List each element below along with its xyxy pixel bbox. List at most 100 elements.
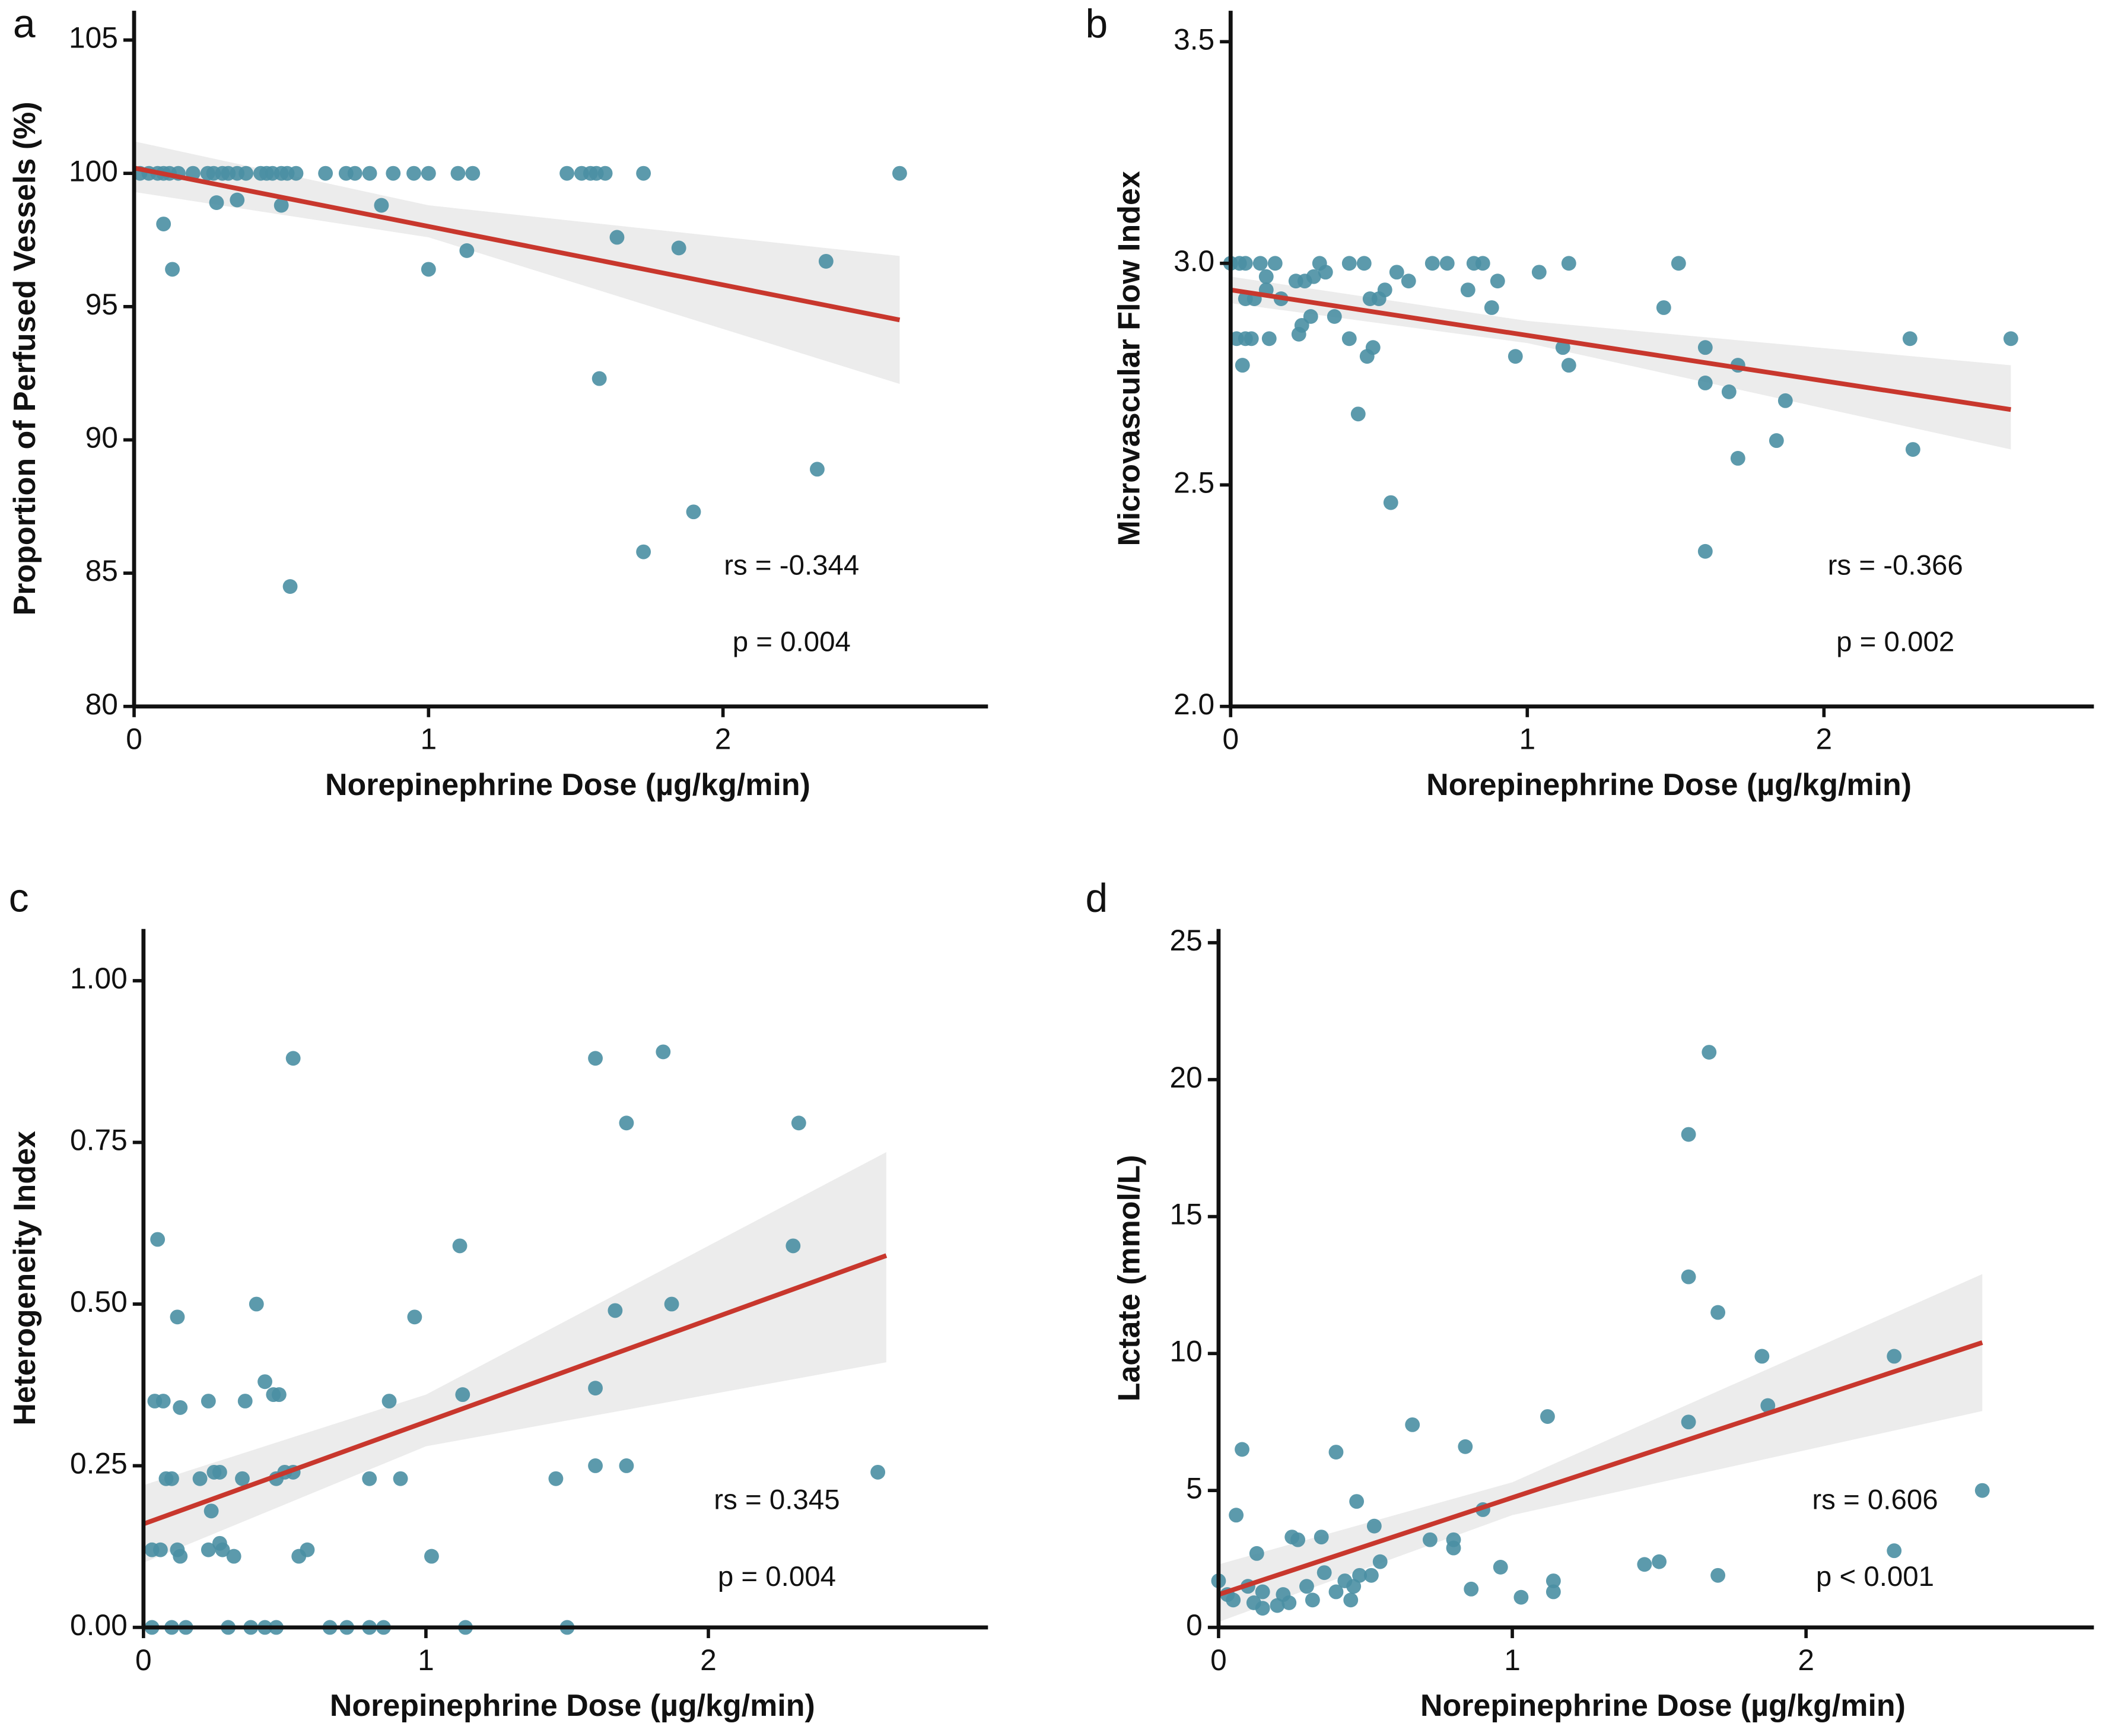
data-point	[288, 166, 304, 181]
data-point	[1341, 331, 1357, 346]
data-point	[1366, 1518, 1382, 1534]
y-tick-label: 90	[85, 421, 118, 454]
annotation: p = 0.004	[733, 627, 851, 658]
panel-letter: a	[13, 2, 36, 46]
annotation: rs = -0.366	[1828, 550, 1963, 581]
y-tick-label: 20	[1170, 1061, 1203, 1094]
x-axis-title: Norepinephrine Dose (µg/kg/min)	[1420, 1689, 1906, 1723]
data-point	[636, 544, 651, 559]
y-axis-title: Lactate (mmol/L)	[1112, 1155, 1147, 1402]
data-point	[165, 262, 180, 277]
data-point	[559, 166, 575, 181]
data-point	[1475, 256, 1490, 271]
data-point	[421, 166, 436, 181]
data-point	[1389, 265, 1404, 280]
data-point	[393, 1471, 408, 1486]
data-point	[1235, 358, 1250, 373]
data-point	[1341, 256, 1357, 271]
x-tick-label: 2	[715, 723, 732, 756]
data-point	[1270, 1598, 1285, 1613]
data-point	[636, 166, 651, 181]
data-point	[173, 1400, 188, 1415]
data-point	[664, 1296, 679, 1312]
data-point	[1352, 1568, 1368, 1583]
data-point	[656, 1044, 671, 1060]
data-point	[150, 1232, 166, 1247]
data-point	[450, 166, 466, 181]
data-point	[1383, 495, 1398, 510]
panel-letter: b	[1085, 2, 1108, 46]
data-point	[786, 1238, 801, 1254]
data-point	[1255, 1601, 1270, 1616]
data-point	[1318, 265, 1333, 280]
data-point	[381, 1394, 397, 1408]
data-point	[1255, 1584, 1270, 1600]
y-tick-label: 3.5	[1174, 23, 1214, 56]
data-point	[1316, 1565, 1332, 1581]
data-point	[1702, 1045, 1717, 1060]
y-tick-label: 85	[85, 554, 118, 587]
data-point	[1314, 1530, 1329, 1545]
y-tick-label: 1.00	[70, 962, 128, 995]
data-point	[230, 192, 245, 208]
data-point	[173, 1549, 188, 1564]
data-point	[1887, 1543, 1902, 1559]
data-point	[465, 166, 481, 181]
data-point	[818, 253, 834, 269]
data-point	[1710, 1305, 1726, 1320]
data-point	[1267, 256, 1283, 271]
data-point	[588, 1051, 603, 1066]
data-point	[1760, 1398, 1776, 1413]
regression-line	[142, 1253, 888, 1527]
data-point	[1464, 1581, 1479, 1597]
data-point	[452, 1238, 468, 1254]
data-point	[152, 1542, 168, 1557]
data-point	[362, 1471, 377, 1486]
data-point	[212, 1464, 227, 1480]
data-point	[1328, 1584, 1344, 1600]
data-point	[300, 1542, 315, 1557]
data-point	[1446, 1540, 1461, 1556]
data-point	[421, 262, 436, 277]
data-point	[791, 1115, 806, 1131]
data-point	[209, 195, 224, 210]
data-point	[1226, 1592, 1241, 1608]
data-point	[170, 1309, 185, 1325]
data-point	[1356, 256, 1372, 271]
data-point	[1346, 1579, 1362, 1594]
regression-line	[133, 166, 901, 323]
panel-letter: d	[1085, 876, 1108, 920]
x-tick-label: 2	[700, 1643, 717, 1677]
data-point	[1261, 331, 1277, 346]
data-point	[1656, 300, 1671, 315]
data-point	[1561, 358, 1576, 373]
data-point	[1905, 442, 1920, 457]
data-point	[1281, 1595, 1297, 1610]
data-point	[249, 1296, 264, 1312]
data-point	[1258, 269, 1274, 284]
data-point	[455, 1387, 470, 1403]
data-point	[870, 1464, 886, 1480]
data-point	[1299, 1579, 1314, 1594]
data-point	[1769, 433, 1784, 449]
data-point	[155, 1394, 171, 1408]
data-point	[1372, 1554, 1388, 1569]
data-point	[459, 243, 475, 258]
x-axis-title: Norepinephrine Dose (µg/kg/min)	[1426, 768, 1912, 802]
data-point	[1377, 282, 1392, 298]
data-point	[156, 217, 171, 231]
data-point	[1513, 1589, 1529, 1605]
data-point	[406, 166, 421, 181]
data-point	[597, 166, 613, 181]
y-axis-title: Proportion of Perfused Vessels (%)	[8, 101, 42, 615]
data-point	[362, 166, 377, 181]
data-point	[1439, 256, 1455, 271]
y-tick-label: 0.00	[70, 1608, 128, 1642]
data-point	[2003, 331, 2018, 346]
data-point	[1363, 1568, 1379, 1583]
data-point	[318, 166, 333, 181]
y-tick-label: 80	[85, 688, 118, 721]
data-point	[1401, 274, 1416, 289]
data-point	[1546, 1584, 1561, 1600]
